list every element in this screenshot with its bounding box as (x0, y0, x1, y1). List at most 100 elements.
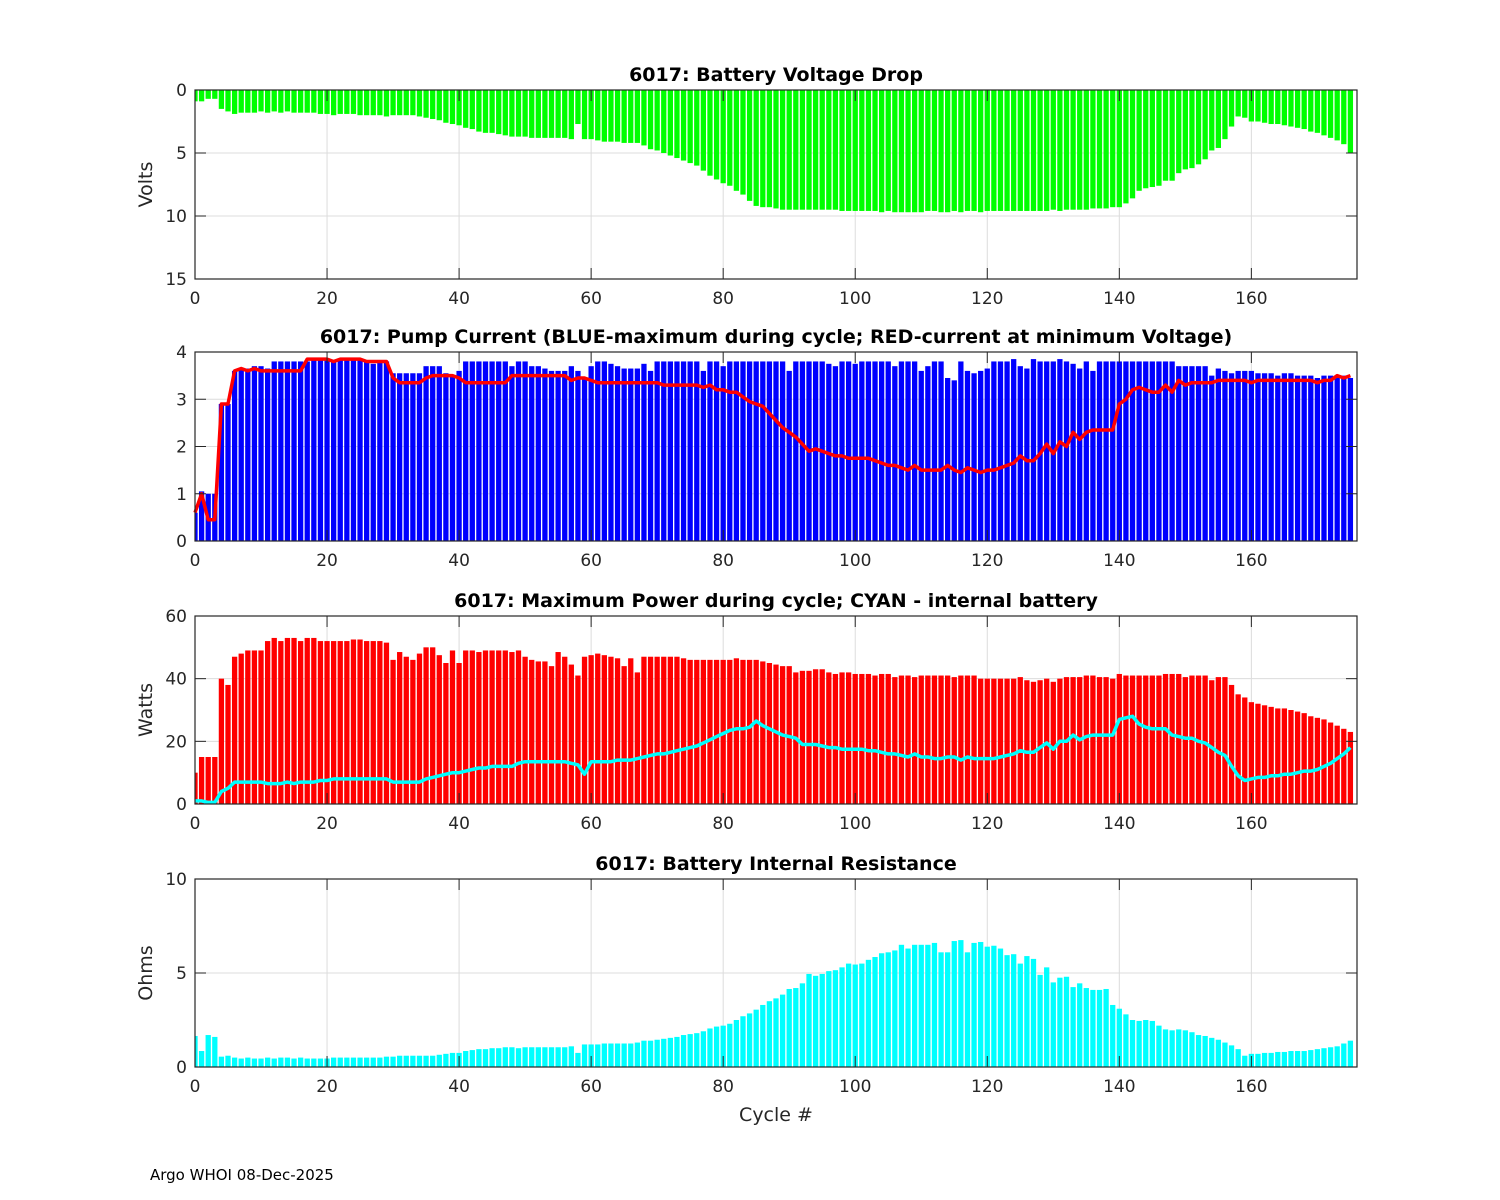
bar (839, 967, 845, 1067)
bar (925, 675, 931, 804)
bar (727, 361, 733, 541)
bar (753, 659, 759, 804)
y-tick-label: 5 (176, 144, 187, 164)
bar (311, 637, 317, 804)
bar (760, 1004, 766, 1067)
bar (912, 361, 918, 541)
bar (1116, 90, 1122, 208)
bar (680, 1035, 687, 1067)
bar (1143, 361, 1149, 541)
bar (364, 90, 370, 116)
bar (1327, 375, 1334, 541)
y-tick-label: 3 (176, 390, 187, 410)
bar (436, 1054, 442, 1067)
bar (377, 361, 383, 541)
bar (1017, 90, 1023, 211)
bar (1195, 1035, 1202, 1067)
bar (766, 1001, 773, 1067)
bar (773, 90, 779, 209)
bar (331, 1057, 337, 1067)
bar (489, 90, 495, 133)
bar (1176, 1029, 1182, 1067)
bar (1050, 982, 1056, 1067)
bar (925, 90, 931, 211)
bar (878, 673, 885, 804)
bar (997, 678, 1004, 804)
bar (832, 673, 839, 804)
bar (647, 656, 654, 804)
bar (1182, 366, 1188, 541)
bar (938, 90, 944, 213)
bar (912, 677, 918, 804)
x-tick-label: 160 (1235, 551, 1267, 571)
bar (779, 994, 786, 1067)
x-tick-label: 60 (580, 814, 602, 834)
y-tick-label: 1 (176, 485, 187, 505)
bar (1103, 90, 1109, 209)
bar (390, 659, 396, 804)
bar (1347, 90, 1354, 153)
bar (535, 1047, 541, 1067)
bar (892, 366, 898, 541)
bar (707, 659, 713, 804)
bar (364, 361, 370, 541)
x-tick-label: 120 (971, 289, 1003, 309)
bar (568, 1046, 574, 1067)
bar (700, 90, 707, 171)
bar (205, 757, 211, 804)
bar (1116, 673, 1122, 804)
bar (1189, 90, 1195, 169)
bar (753, 361, 759, 541)
bar (793, 988, 799, 1067)
bar (1136, 675, 1142, 804)
bar (806, 90, 812, 210)
bar (958, 361, 964, 541)
bar (839, 672, 845, 804)
bar (238, 368, 244, 541)
x-tick-label: 0 (190, 814, 201, 834)
bar (700, 1031, 707, 1067)
bar (297, 641, 304, 804)
bar (1268, 373, 1274, 541)
bar (245, 1057, 251, 1067)
bar (291, 90, 297, 113)
bar (1136, 90, 1142, 191)
bar (1235, 90, 1241, 117)
bar (515, 1048, 522, 1067)
bar (245, 90, 251, 113)
bar (1083, 988, 1089, 1067)
bar (727, 1023, 733, 1067)
bar (667, 656, 674, 804)
bar (456, 90, 462, 126)
bar (397, 1055, 403, 1067)
bar (647, 370, 654, 541)
bar (1057, 977, 1063, 1067)
bar (1209, 90, 1215, 151)
bar (997, 948, 1004, 1067)
bar (865, 90, 872, 211)
bar (198, 90, 205, 102)
bar (1182, 1030, 1188, 1067)
bar (1143, 1020, 1149, 1067)
bar (482, 361, 489, 541)
bar (1169, 361, 1175, 541)
bar (733, 1020, 740, 1067)
bar (1123, 361, 1129, 541)
bar (416, 373, 423, 541)
bar (1096, 90, 1103, 209)
bar (1096, 677, 1103, 804)
bar (1248, 370, 1255, 541)
bar (918, 370, 924, 541)
bar (271, 90, 277, 112)
x-tick-label: 80 (712, 551, 734, 571)
bar (1103, 988, 1109, 1067)
bar (978, 370, 984, 541)
bar (1228, 684, 1235, 804)
bar (971, 373, 977, 541)
bar (912, 944, 918, 1067)
bar (832, 970, 839, 1067)
chart-title: 6017: Battery Voltage Drop (629, 64, 923, 86)
bar (1308, 1050, 1314, 1067)
bar (581, 377, 588, 541)
bar (839, 361, 845, 541)
